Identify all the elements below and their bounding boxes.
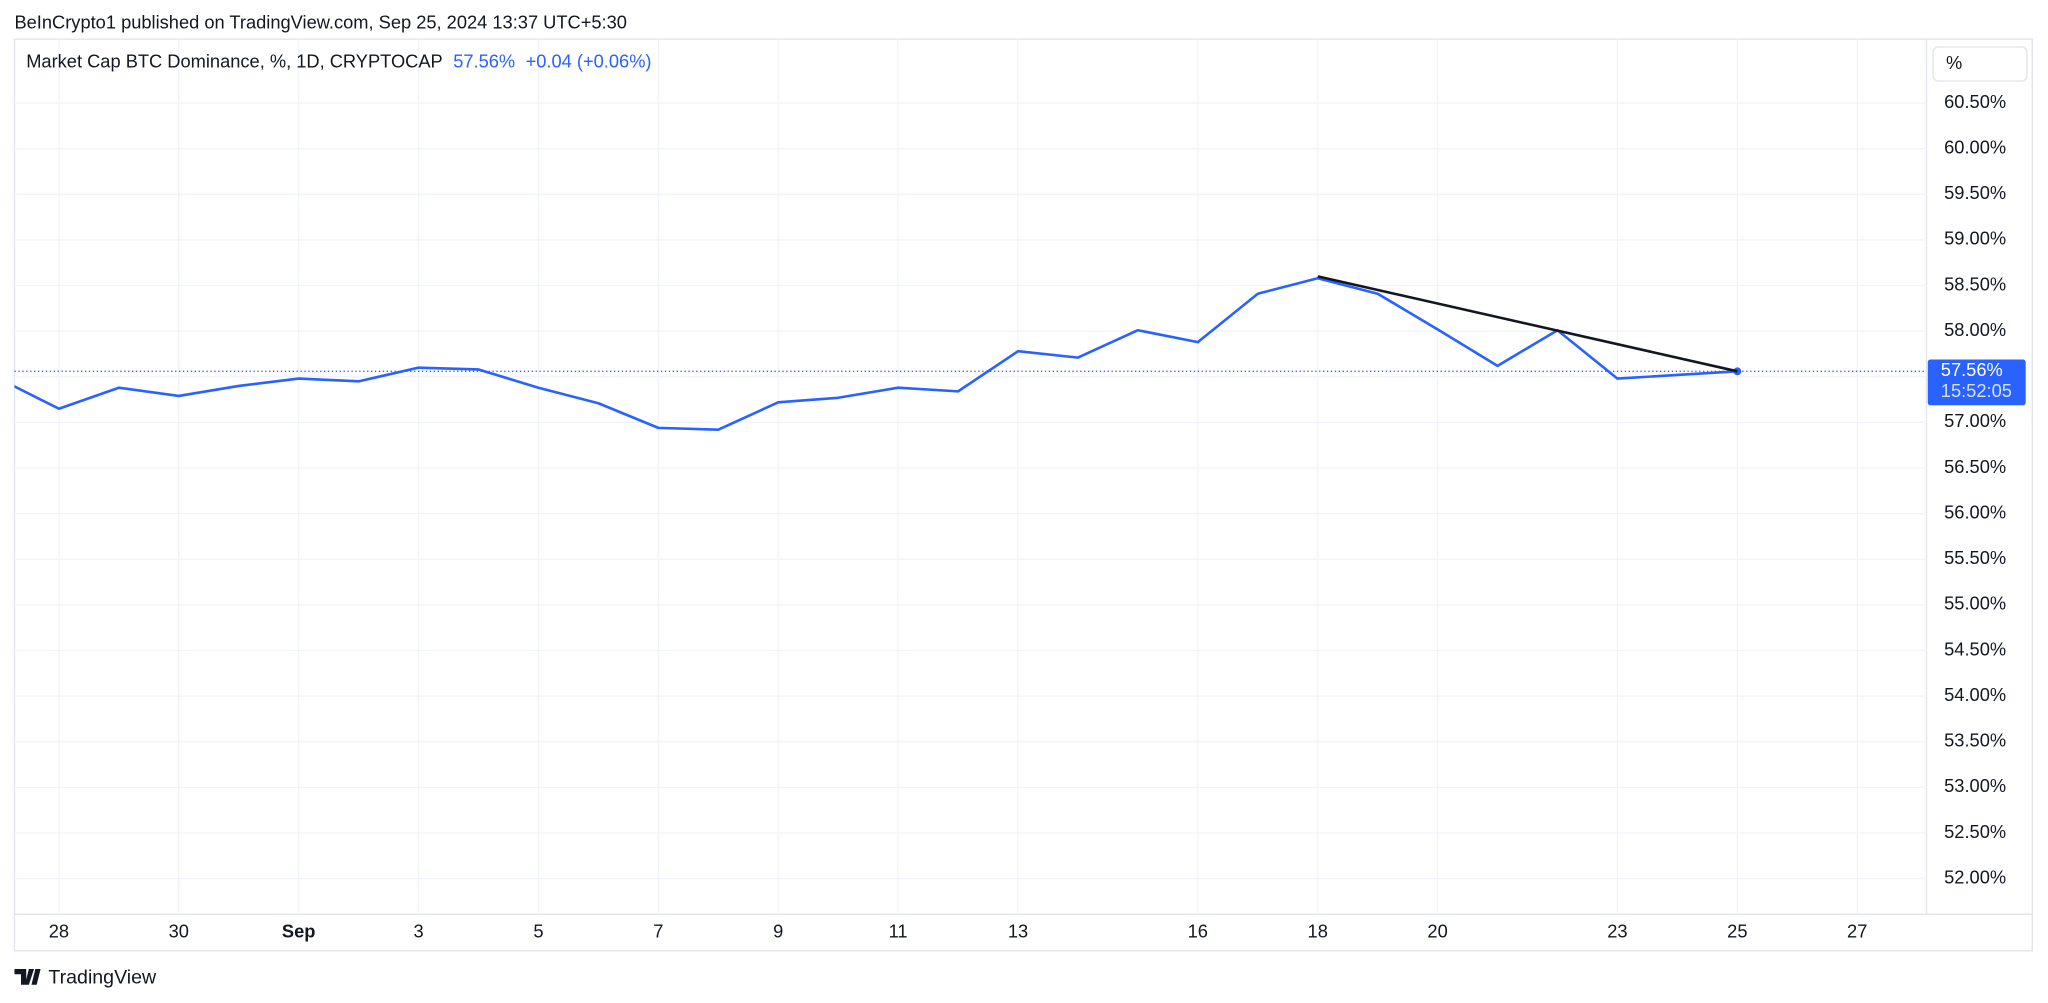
legend-change: +0.04 (+0.06%) (526, 51, 652, 72)
y-tick-label: 57.00% (1944, 410, 2006, 431)
legend-last-price: 57.56% (453, 51, 515, 72)
x-tick-label: 13 (1008, 920, 1028, 941)
y-tick-label: 52.00% (1944, 866, 2006, 887)
y-tick-label: 55.00% (1944, 593, 2006, 614)
legend-title: Market Cap BTC Dominance, %, 1D, CRYPTOC… (26, 51, 443, 72)
x-tick-label: 7 (653, 920, 663, 941)
x-tick-label: 9 (773, 920, 783, 941)
x-tick-label: 5 (533, 920, 543, 941)
y-tick-label: 53.00% (1944, 775, 2006, 796)
x-tick-label: 16 (1188, 920, 1208, 941)
scale-button-label[interactable]: % (1946, 52, 1962, 73)
x-tick-label: 27 (1847, 920, 1867, 941)
published-line: BeInCrypto1 published on TradingView.com… (14, 11, 626, 32)
price-tag (1927, 359, 2026, 406)
x-tick-label: 20 (1427, 920, 1447, 941)
plot (14, 275, 1927, 432)
x-tick-label: 18 (1308, 920, 1328, 941)
series-line (14, 276, 1738, 432)
y-tick-label: 58.00% (1944, 319, 2006, 340)
y-tick-label: 59.00% (1944, 228, 2006, 249)
y-tick-label: 60.00% (1944, 136, 2006, 157)
price-tag-label: 57.56% (1941, 359, 2003, 380)
scale-button[interactable] (1932, 46, 2028, 82)
footer-brand: TradingView (48, 966, 157, 988)
y-tick-label: 53.50% (1944, 730, 2006, 751)
y-tick-label: 60.50% (1944, 91, 2006, 112)
x-tick-label: 11 (889, 920, 908, 941)
y-tick-label: 55.50% (1944, 547, 2006, 568)
y-tick-label: 56.00% (1944, 501, 2006, 522)
logo-icon (14, 969, 41, 985)
x-tick-label: 28 (49, 920, 69, 941)
y-tick-label: 52.50% (1944, 821, 2006, 842)
footer-logo: TradingView (14, 966, 157, 988)
x-tick-label: 3 (413, 920, 423, 941)
x-tick-label: 25 (1727, 920, 1747, 941)
grid (14, 39, 1927, 915)
x-tick-label: 30 (169, 920, 189, 941)
x-tick-label: 23 (1607, 920, 1627, 941)
y-tick-label: 54.00% (1944, 684, 2006, 705)
chart-frame (13, 38, 2033, 952)
x-tick-label: Sep (282, 920, 316, 941)
axes: 52.00% 52.50% 53.00% 53.50% 54.00% 54.50% 55.0… (49, 91, 2026, 941)
y-tick-label: 59.50% (1944, 182, 2006, 203)
countdown-label: 15:52:05 (1941, 380, 2012, 401)
trendline (1317, 275, 1738, 373)
y-tick-label: 54.50% (1944, 638, 2006, 659)
y-tick-label: 58.50% (1944, 273, 2006, 294)
y-tick-label: 56.50% (1944, 456, 2006, 477)
